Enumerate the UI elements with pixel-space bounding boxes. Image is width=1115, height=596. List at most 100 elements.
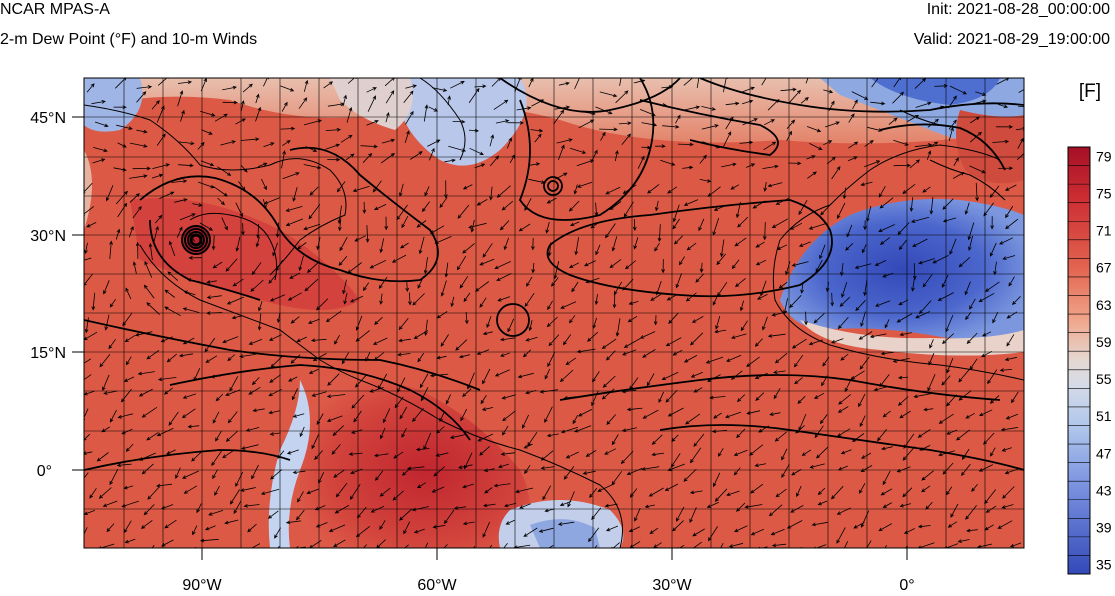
colorbar-label: 39 xyxy=(1096,520,1112,536)
wind-arrow xyxy=(164,519,177,529)
wind-arrow xyxy=(863,220,867,231)
wind-arrow xyxy=(836,527,846,544)
wind-arrow xyxy=(592,371,600,383)
wind-arrow xyxy=(909,159,920,169)
wind-arrow xyxy=(790,505,804,513)
wind-arrow xyxy=(708,526,718,542)
valid-time: Valid: 2021-08-29_19:00:00 xyxy=(913,31,1110,48)
wind-arrow xyxy=(701,106,717,111)
wind-arrow xyxy=(159,191,175,199)
wind-arrow xyxy=(501,394,516,400)
wind-arrow xyxy=(362,282,370,292)
wind-arrow xyxy=(1016,151,1024,160)
wind-arrow xyxy=(547,242,552,257)
wind-arrow xyxy=(701,124,719,130)
wind-arrow xyxy=(136,129,148,134)
wind-arrow xyxy=(247,523,257,533)
wind-arrow xyxy=(761,78,767,86)
wind-arrow xyxy=(860,465,873,472)
wind-arrow xyxy=(685,292,697,302)
wind-arrow xyxy=(275,259,283,272)
wind-arrow xyxy=(858,331,873,340)
wind-arrow xyxy=(605,525,619,532)
wind-arrow xyxy=(619,78,623,86)
wind-arrow xyxy=(915,311,931,319)
wind-arrow xyxy=(257,162,268,167)
wind-arrow xyxy=(683,355,698,363)
wind-arrow xyxy=(699,262,704,274)
wind-arrow xyxy=(866,205,872,223)
wind-arrow xyxy=(859,356,870,370)
wind-arrow xyxy=(540,450,554,461)
wind-arrow xyxy=(822,356,830,367)
wind-arrow xyxy=(999,237,1013,245)
wind-arrow xyxy=(153,225,159,242)
wind-arrow xyxy=(601,338,617,350)
wind-arrow xyxy=(379,293,383,305)
wind-arrow xyxy=(961,463,971,477)
wind-arrow xyxy=(333,539,346,547)
wind-arrow xyxy=(373,352,384,361)
wind-arrow xyxy=(585,450,597,457)
wind-arrow xyxy=(946,429,958,435)
wind-arrow xyxy=(415,447,430,452)
wind-arrow xyxy=(897,375,909,380)
wind-arrow xyxy=(251,464,259,480)
wind-arrow xyxy=(733,467,741,476)
wind-arrow xyxy=(303,79,309,92)
wind-arrow xyxy=(260,488,280,495)
wind-arrow xyxy=(929,141,939,148)
wind-arrow xyxy=(192,203,203,207)
wind-arrow xyxy=(123,520,132,534)
wind-arrow xyxy=(298,255,304,272)
wind-arrow xyxy=(654,242,660,252)
wind-arrow xyxy=(151,173,164,179)
wind-arrow xyxy=(882,410,891,418)
wind-arrow xyxy=(990,447,996,457)
wind-arrow xyxy=(109,298,117,308)
wind-arrow xyxy=(577,110,596,116)
wind-arrow xyxy=(382,408,391,424)
wind-arrow xyxy=(946,358,954,374)
wind-arrow xyxy=(948,119,957,130)
wind-arrow xyxy=(964,202,970,215)
wind-arrow xyxy=(186,278,201,283)
wind-arrow xyxy=(773,370,786,374)
wind-arrow xyxy=(304,278,319,292)
wind-arrow xyxy=(205,355,218,363)
wind-arrow xyxy=(770,528,785,536)
wind-arrow xyxy=(929,339,934,349)
wind-arrow xyxy=(399,406,408,420)
wind-arrow xyxy=(878,224,895,232)
wind-arrow xyxy=(460,408,468,422)
wind-arrow xyxy=(791,338,807,349)
wind-arrow xyxy=(555,172,568,180)
wind-arrow xyxy=(540,466,555,470)
wind-arrow xyxy=(102,500,118,507)
wind-arrow xyxy=(851,91,869,100)
wind-arrow xyxy=(966,332,978,344)
wind-arrow xyxy=(737,216,749,228)
wind-arrow xyxy=(756,294,768,300)
wind-arrow xyxy=(250,279,264,292)
wind-arrow xyxy=(316,236,321,251)
wind-arrow xyxy=(136,91,147,103)
wind-arrow xyxy=(401,215,409,229)
wind-arrow xyxy=(525,336,538,342)
wind-arrow xyxy=(523,527,538,537)
wind-arrow xyxy=(949,238,957,255)
wind-arrow xyxy=(354,374,367,388)
wind-arrow xyxy=(897,396,909,406)
wind-arrow xyxy=(398,318,409,331)
wind-arrow xyxy=(852,99,858,110)
wind-arrow xyxy=(948,95,957,109)
wind-arrow xyxy=(211,450,223,467)
wind-arrow xyxy=(497,463,509,469)
wind-arrow xyxy=(980,350,993,358)
wind-arrow xyxy=(545,221,550,234)
wind-arrow xyxy=(589,487,598,499)
wind-arrow xyxy=(673,235,683,245)
wind-arrow xyxy=(918,300,932,315)
wind-arrow xyxy=(892,91,905,104)
wind-arrow xyxy=(132,205,142,219)
